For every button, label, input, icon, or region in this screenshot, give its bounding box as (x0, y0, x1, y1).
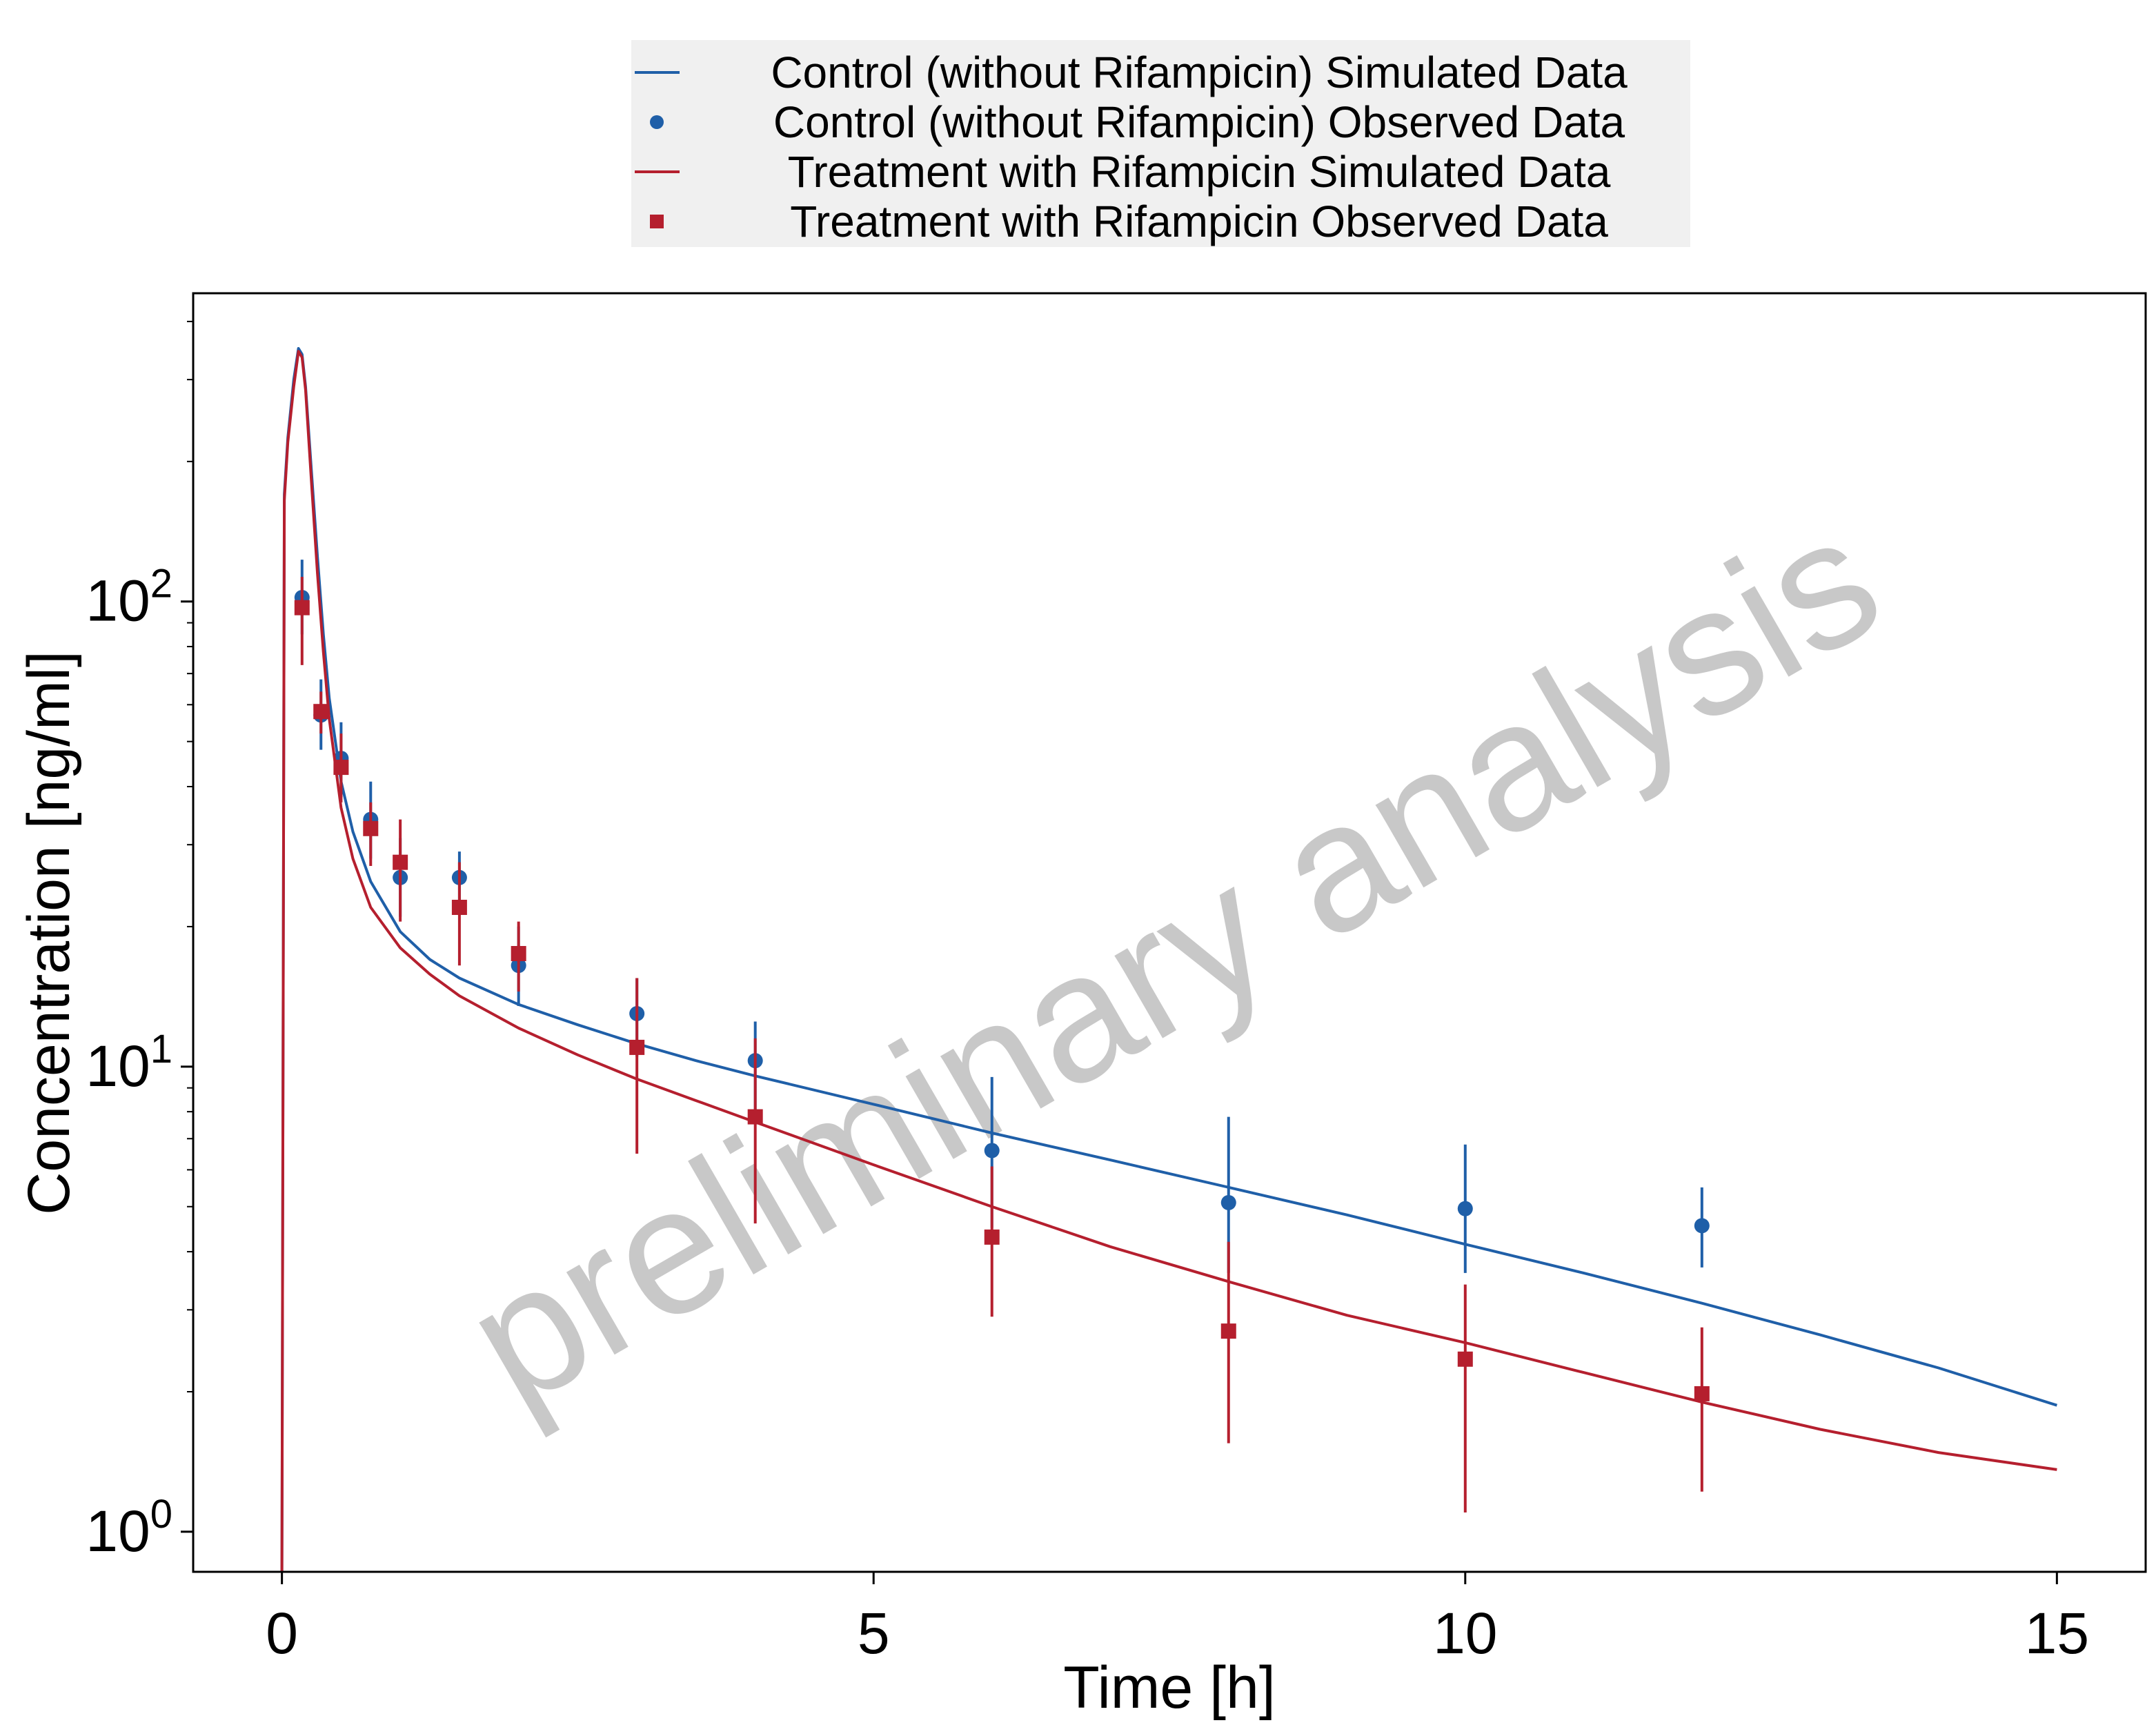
legend-label: Control (without Rifampicin) Simulated D… (771, 48, 1628, 97)
observed-point-group (363, 802, 379, 867)
data-point-square (511, 946, 526, 962)
legend-square-marker (650, 215, 664, 228)
series-group (294, 576, 1710, 1513)
series-group (280, 350, 2057, 1573)
data-point-square (1220, 1323, 1236, 1339)
x-axis-label: Time [h] (1063, 1655, 1275, 1721)
legend-box (631, 40, 1690, 247)
data-point-square (451, 900, 467, 916)
legend-circle-marker (650, 115, 664, 129)
legend-item: Control (without Rifampicin) Observed Da… (650, 97, 1625, 147)
plot-frame (192, 292, 2147, 1573)
observed-point-group (451, 862, 467, 966)
legend-label: Treatment with Rifampicin Observed Data (790, 197, 1608, 246)
observed-point-group (629, 978, 645, 1154)
observed-point-group (984, 1166, 1000, 1317)
data-point-square (393, 854, 408, 870)
observed-point-group (313, 691, 329, 734)
observed-point-group (511, 921, 526, 992)
observed-point-group (333, 733, 349, 802)
x-tick-label: 5 (858, 1601, 890, 1666)
data-point-square (984, 1229, 1000, 1245)
observed-point-group (1694, 1327, 1710, 1492)
x-tick-label: 15 (2025, 1601, 2089, 1666)
observed-point-group (294, 576, 310, 665)
y-axis-label: Concentration [ng/ml] (16, 651, 82, 1214)
legend-label: Control (without Rifampicin) Observed Da… (773, 97, 1625, 147)
legend-label: Treatment with Rifampicin Simulated Data (788, 147, 1611, 197)
legend-item: Treatment with Rifampicin Observed Data (650, 197, 1608, 246)
data-point-square (313, 704, 329, 720)
observed-point-group (1220, 1241, 1236, 1443)
y-tick-label: 100 (86, 1492, 172, 1564)
plot-area (280, 347, 2058, 1573)
data-point-square (629, 1039, 645, 1055)
data-point-square (1694, 1386, 1710, 1401)
y-tick-label: 101 (86, 1027, 172, 1098)
legend: Control (without Rifampicin) Simulated D… (631, 40, 1690, 247)
data-point-circle (1694, 1218, 1710, 1234)
data-point-circle (984, 1143, 1000, 1159)
legend-item: Control (without Rifampicin) Simulated D… (635, 48, 1628, 97)
data-point-square (747, 1109, 763, 1125)
y-tick-label: 102 (86, 562, 172, 633)
observed-point-group (1694, 1187, 1710, 1268)
data-point-square (363, 820, 379, 836)
simulated-line (280, 350, 2057, 1573)
x-tick-label: 0 (266, 1601, 298, 1666)
data-point-square (294, 600, 310, 615)
observed-point-group (747, 1038, 763, 1224)
data-point-square (333, 760, 349, 776)
data-point-square (1457, 1351, 1473, 1367)
observed-point-group (1457, 1144, 1473, 1273)
observed-point-group (1457, 1284, 1473, 1513)
data-point-circle (1457, 1201, 1473, 1216)
legend-item: Treatment with Rifampicin Simulated Data (635, 147, 1611, 197)
data-point-circle (1220, 1194, 1236, 1210)
observed-point-group (393, 819, 408, 922)
x-tick-label: 10 (1433, 1601, 1497, 1666)
axes: 0 5 10 15 100 101 102 Time [h] Concentration [ng… (16, 292, 2147, 1721)
